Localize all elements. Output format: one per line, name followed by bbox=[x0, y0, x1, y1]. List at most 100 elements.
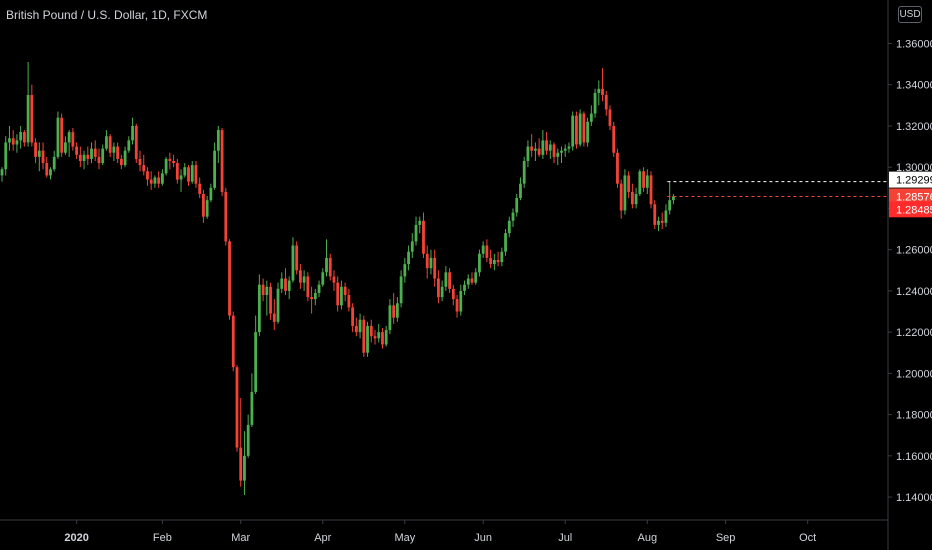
candle-down bbox=[489, 249, 493, 269]
candle-up bbox=[0, 167, 4, 182]
candle-down bbox=[530, 134, 534, 157]
candle-body bbox=[642, 171, 645, 188]
candle-up bbox=[377, 323, 381, 343]
candle-up bbox=[216, 125, 220, 164]
candle-up bbox=[183, 163, 187, 178]
candle-body bbox=[526, 146, 530, 161]
candle-up bbox=[254, 315, 258, 394]
candle-body bbox=[362, 319, 366, 353]
candle-body bbox=[276, 288, 280, 322]
candle-body bbox=[444, 272, 448, 287]
candle-body bbox=[239, 447, 243, 481]
candle-body bbox=[287, 280, 291, 291]
price-tick-label: 1.22000 bbox=[896, 327, 932, 339]
price-axis[interactable]: 1.360001.340001.320001.300001.280001.260… bbox=[887, 0, 932, 550]
candle-body bbox=[332, 276, 336, 283]
candle-body bbox=[627, 175, 631, 192]
candle-body bbox=[246, 424, 250, 456]
candle-body bbox=[108, 136, 112, 153]
candle-body bbox=[575, 115, 578, 145]
candle-body bbox=[522, 160, 526, 184]
candle-down bbox=[202, 189, 205, 223]
candle-up bbox=[522, 156, 526, 188]
candle-up bbox=[526, 140, 530, 168]
candle-down bbox=[235, 365, 239, 452]
candles-layer bbox=[0, 62, 675, 496]
time-tick-label: Mar bbox=[231, 532, 250, 544]
candle-up bbox=[548, 140, 552, 159]
candle-down bbox=[11, 130, 15, 151]
candle-down bbox=[194, 160, 198, 188]
candle-body bbox=[429, 257, 433, 269]
candle-down bbox=[45, 156, 49, 178]
candle-body bbox=[612, 125, 616, 153]
candle-body bbox=[49, 169, 52, 176]
candle-up bbox=[209, 183, 213, 203]
candle-body bbox=[530, 146, 534, 151]
time-tick-label: 2020 bbox=[64, 532, 88, 544]
candle-up bbox=[645, 169, 649, 194]
candle-up bbox=[638, 169, 642, 197]
candle-body bbox=[351, 307, 355, 326]
candle-up bbox=[578, 109, 582, 147]
price-tick-label: 1.24000 bbox=[896, 286, 932, 298]
candle-down bbox=[642, 167, 645, 192]
candle-body bbox=[194, 165, 198, 184]
candle-up bbox=[340, 280, 343, 310]
candle-body bbox=[231, 315, 235, 368]
candle-up bbox=[500, 247, 504, 267]
candle-body bbox=[78, 154, 82, 161]
candle-body bbox=[567, 146, 571, 149]
candle-up bbox=[250, 373, 254, 427]
candle-body bbox=[664, 210, 668, 223]
candle-body bbox=[601, 88, 604, 96]
candle-body bbox=[533, 148, 537, 151]
candle-body bbox=[138, 158, 142, 166]
candle-down bbox=[612, 121, 616, 157]
candle-body bbox=[608, 109, 612, 126]
candle-body bbox=[179, 175, 183, 180]
candle-body bbox=[198, 183, 202, 194]
candle-body bbox=[310, 297, 313, 300]
candle-body bbox=[451, 288, 455, 300]
candle-up bbox=[190, 160, 194, 184]
candle-body bbox=[216, 130, 220, 151]
candle-down bbox=[310, 286, 313, 314]
candle-body bbox=[653, 204, 657, 225]
candle-body bbox=[127, 140, 131, 151]
candle-down bbox=[616, 148, 619, 188]
candle-body bbox=[205, 200, 209, 217]
candle-up bbox=[567, 142, 571, 153]
price-tick-label: 1.26000 bbox=[896, 245, 932, 257]
candle-up bbox=[511, 208, 515, 227]
candle-body bbox=[381, 332, 384, 345]
time-tick-label: Sep bbox=[716, 532, 736, 544]
candle-down bbox=[149, 171, 153, 190]
candle-up bbox=[563, 144, 567, 157]
candle-up bbox=[463, 280, 466, 296]
currency-button[interactable]: USD bbox=[898, 6, 922, 23]
candle-up bbox=[388, 299, 392, 335]
candle-down bbox=[108, 134, 112, 157]
candle-down bbox=[392, 292, 396, 324]
candle-down bbox=[34, 138, 37, 164]
candle-up bbox=[153, 175, 157, 188]
candle-up bbox=[257, 274, 261, 337]
candle-down bbox=[422, 212, 425, 258]
candle-body bbox=[261, 284, 265, 296]
candle-body bbox=[34, 142, 37, 157]
candle-up bbox=[657, 216, 660, 232]
price-badge-label: 1.29299 bbox=[896, 175, 932, 187]
candle-up bbox=[593, 88, 597, 118]
candle-body bbox=[306, 276, 310, 298]
candle-down bbox=[328, 253, 332, 281]
candle-up bbox=[56, 111, 60, 159]
candle-down bbox=[369, 319, 373, 343]
candle-down bbox=[86, 146, 90, 166]
candle-up bbox=[313, 288, 317, 306]
candle-down bbox=[71, 128, 75, 151]
candle-down bbox=[299, 264, 302, 289]
candle-body bbox=[284, 278, 287, 291]
time-axis[interactable]: 2020 Feb Mar Apr May Jun Jul Aug Sep Oct bbox=[0, 519, 888, 544]
